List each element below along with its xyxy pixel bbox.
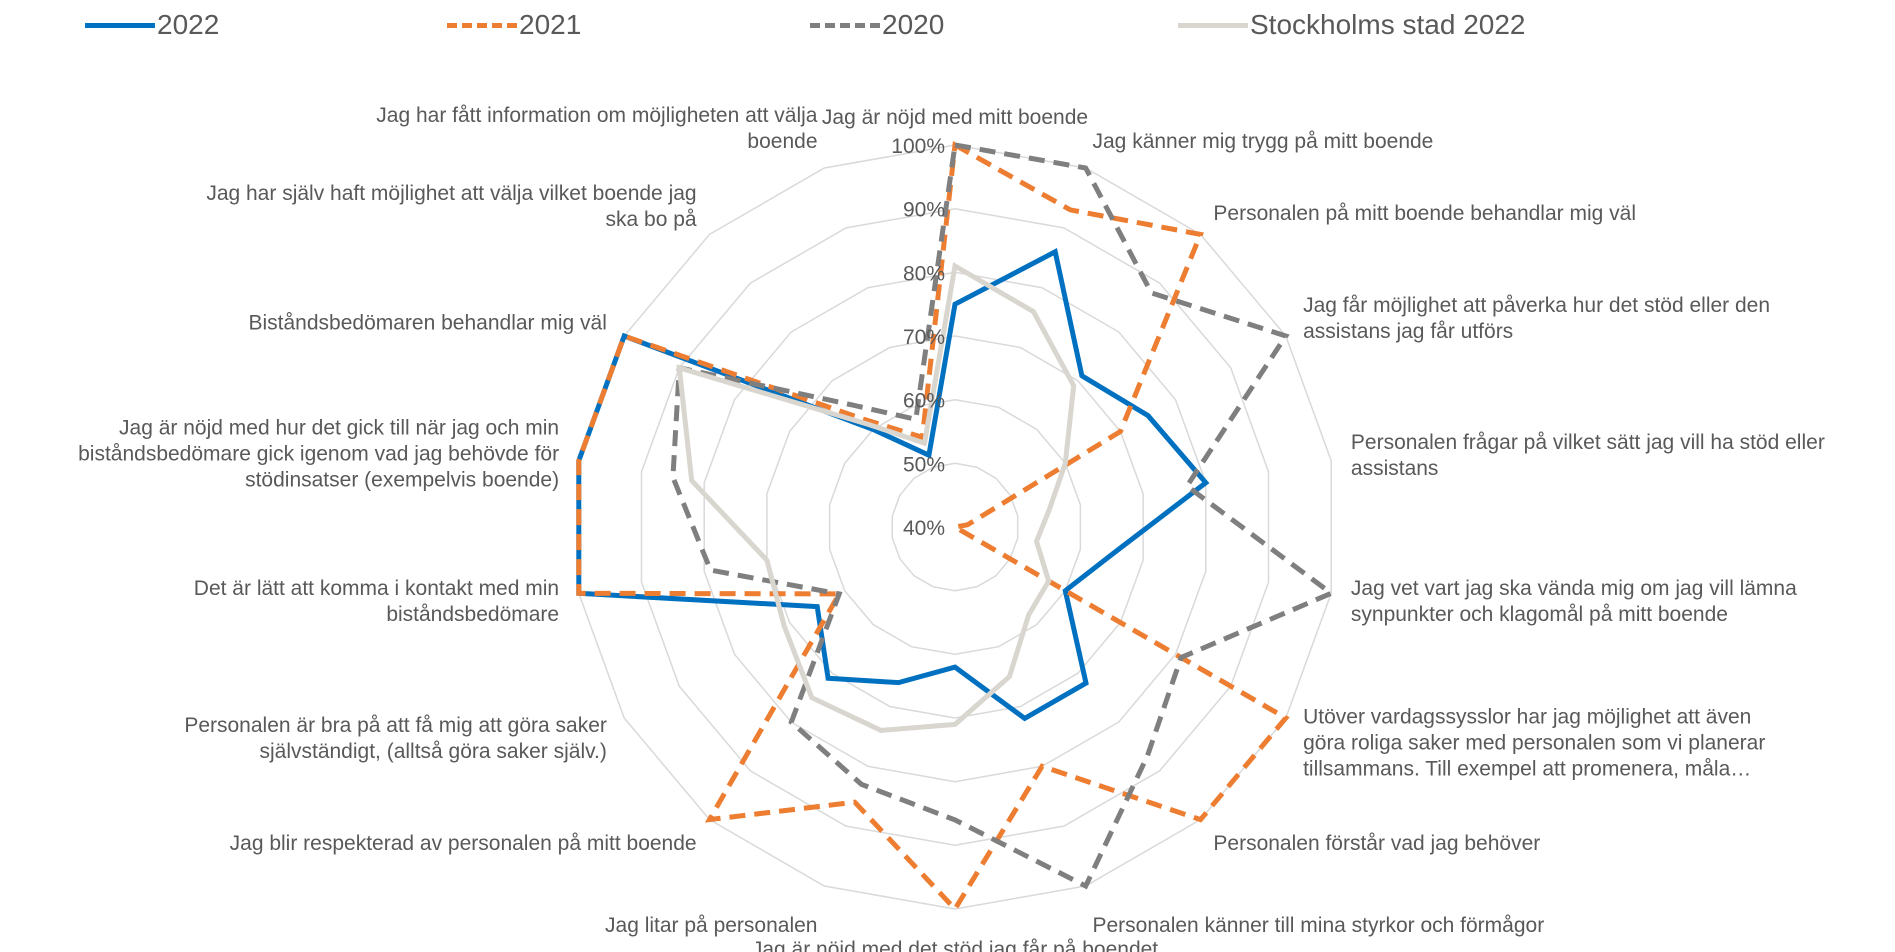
- axis-label-line: ska bo på: [606, 208, 697, 231]
- legend-item-stockholm[interactable]: Stockholms stad 2022: [1178, 8, 1526, 42]
- series-line-1: [576, 140, 1290, 914]
- axis-label-line: Personalen känner till mina styrkor och …: [1093, 914, 1545, 937]
- grid-ring-50: [891, 462, 1019, 592]
- axis-label: Personalen känner till mina styrkor och …: [1093, 914, 1545, 937]
- axis-label: Jag litar på personalen: [605, 914, 817, 937]
- axis-label-line: Jag har själv haft möjlighet att välja v…: [206, 182, 696, 205]
- axis-label: Det är lätt att komma i kontakt med min b…: [194, 577, 559, 626]
- legend-item-2021[interactable]: 2021: [447, 8, 581, 42]
- tick-label: 60%: [903, 390, 945, 413]
- axis-label-line: Biståndsbedömaren behandlar mig väl: [249, 312, 607, 335]
- axis-label: Jag vet vart jag ska vända mig om jag vi…: [1351, 577, 1797, 626]
- legend-swatch-2020: [810, 22, 880, 28]
- axis-label-line: Jag är nöjd med hur det gick till när ja…: [119, 417, 559, 440]
- tick-label: 70%: [903, 326, 945, 349]
- axis-label-line: tillsammans. Till exempel att promenera,…: [1303, 758, 1751, 781]
- axis-label-line: Jag är nöjd med mitt boende: [822, 106, 1088, 129]
- axis-label: Personalen frågar på vilket sätt jag vil…: [1351, 431, 1825, 480]
- axis-label-line: Personalen på mitt boende behandlar mig …: [1213, 202, 1636, 225]
- legend-swatch-stockholm: [1178, 22, 1248, 28]
- axis-label: Jag är nöjd med det stöd jag får på boen…: [752, 938, 1158, 952]
- axis-label-line: assistans jag får utförs: [1303, 320, 1513, 343]
- legend-item-2022[interactable]: 2022: [85, 8, 219, 42]
- legend-item-2020[interactable]: 2020: [810, 8, 944, 42]
- series-line-0: [576, 248, 1210, 722]
- axis-label-line: biståndsbedömare gick igenom vad jag beh…: [78, 443, 559, 466]
- series-line-3: [676, 262, 1077, 733]
- legend-label-2022: 2022: [157, 9, 220, 40]
- axis-label: Jag blir respekterad av personalen på mi…: [230, 832, 697, 855]
- axis-label-line: Personalen frågar på vilket sätt jag vil…: [1351, 431, 1825, 454]
- axis-label-line: biståndsbedömare: [386, 603, 559, 626]
- axis-label: Personalen på mitt boende behandlar mig …: [1213, 202, 1636, 225]
- axis-label-line: boende: [747, 130, 817, 153]
- legend-label-2020: 2020: [882, 9, 945, 40]
- axis-label: Utöver vardagssysslor har jag möjlighet …: [1303, 706, 1765, 781]
- axis-label: Jag har fått information om möjligheten …: [376, 104, 818, 153]
- axis-label-line: synpunkter och klagomål på mitt boende: [1351, 603, 1728, 626]
- axis-label-line: Jag är nöjd med det stöd jag får på boen…: [752, 938, 1158, 952]
- grid-ring-80: [703, 271, 1207, 783]
- legend-label-stockholm: Stockholms stad 2022: [1250, 9, 1526, 40]
- axis-label: Personalen förstår vad jag behöver: [1213, 832, 1540, 855]
- axis-label: Jag får möjlighet att påverka hur det st…: [1303, 294, 1770, 343]
- axis-label: Jag är nöjd med mitt boende: [822, 106, 1088, 129]
- axis-label-line: självständigt, (alltså göra saker själv.…: [259, 740, 606, 763]
- axis-label-line: Jag känner mig trygg på mitt boende: [1093, 130, 1434, 153]
- axis-label-line: Jag litar på personalen: [605, 914, 817, 937]
- tick-label: 40%: [903, 517, 945, 540]
- legend-swatch-2022: [85, 22, 155, 28]
- tick-label: 90%: [903, 199, 945, 222]
- axis-label-line: Utöver vardagssysslor har jag möjlighet …: [1303, 706, 1751, 729]
- tick-label: 100%: [891, 135, 945, 158]
- axis-label-line: göra roliga saker med personalen som vi …: [1303, 732, 1765, 755]
- axis-label: Jag har själv haft möjlighet att välja v…: [206, 182, 697, 231]
- legend-swatch-2021: [447, 22, 517, 28]
- axis-label: Jag är nöjd med hur det gick till när ja…: [78, 417, 559, 492]
- series-line-2: [670, 142, 1337, 890]
- axis-label-line: Jag får möjlighet att påverka hur det st…: [1303, 294, 1770, 317]
- axis-label: Jag känner mig trygg på mitt boende: [1093, 130, 1434, 153]
- legend: 2022 2021 2020 Stockholms stad 2022: [0, 0, 1895, 50]
- legend-label-2021: 2021: [519, 9, 582, 40]
- axis-label: Personalen är bra på att få mig att göra…: [184, 714, 607, 763]
- axis-label: Biståndsbedömaren behandlar mig väl: [249, 312, 607, 335]
- radar-series: [576, 140, 1337, 914]
- axis-label-line: Jag har fått information om möjligheten …: [376, 104, 818, 127]
- axis-label-line: stödinsatser (exempelvis boende): [245, 469, 559, 492]
- radar-tick-labels: 40% 50% 60% 70% 80% 90% 100%: [891, 135, 945, 540]
- axis-label-line: Jag blir respekterad av personalen på mi…: [230, 832, 697, 855]
- tick-label: 80%: [903, 262, 945, 285]
- axis-label-line: Det är lätt att komma i kontakt med min: [194, 577, 559, 600]
- axis-label-line: Personalen är bra på att få mig att göra…: [184, 714, 607, 737]
- axis-label-line: Jag vet vart jag ska vända mig om jag vi…: [1351, 577, 1797, 600]
- axis-label-line: Personalen förstår vad jag behöver: [1213, 832, 1540, 855]
- axis-label-line: assistans: [1351, 457, 1439, 480]
- tick-label: 50%: [903, 453, 945, 476]
